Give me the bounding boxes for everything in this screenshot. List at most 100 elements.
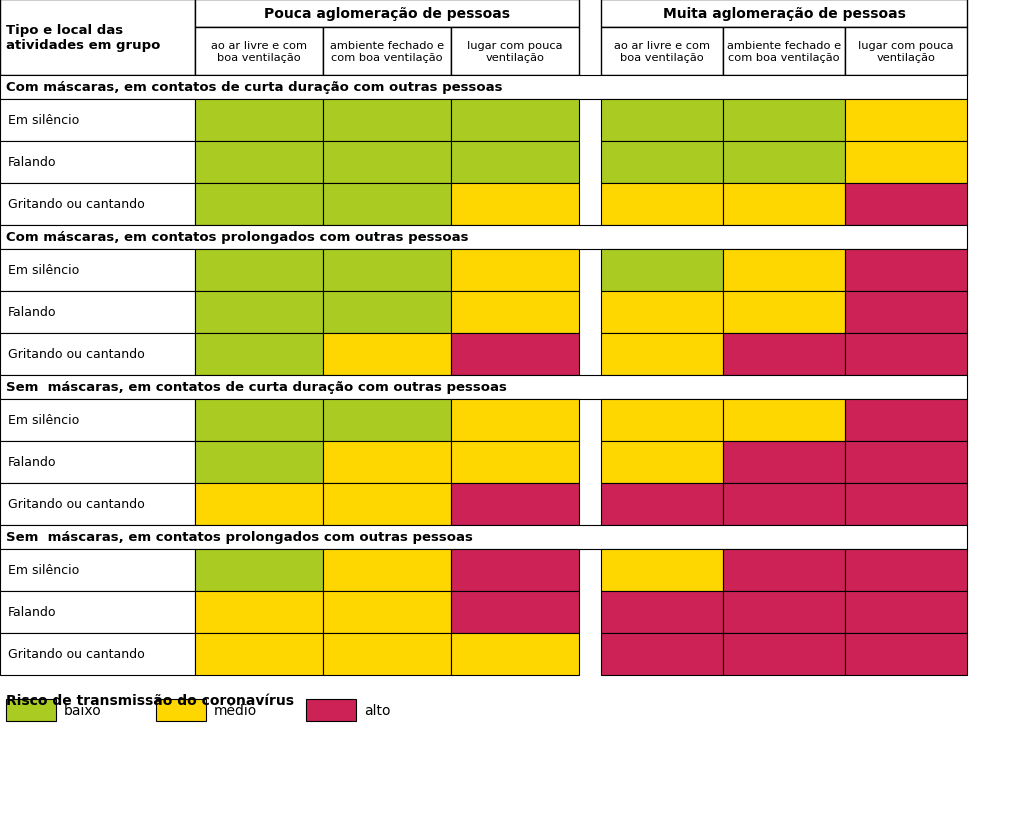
Bar (451, 333, 579, 376)
Bar (451, 633, 579, 675)
Bar (323, 400, 451, 441)
Bar (0, 100, 195, 142)
Bar (723, 441, 845, 483)
Bar (0, 591, 195, 633)
Bar (195, 0, 579, 28)
Bar (323, 183, 451, 226)
Text: Com máscaras, em contatos de curta duração com outras pessoas: Com máscaras, em contatos de curta duraç… (6, 81, 503, 94)
Bar (323, 633, 451, 675)
Bar (156, 699, 206, 721)
Bar (323, 333, 451, 376)
Bar (0, 441, 195, 483)
Bar (0, 400, 195, 441)
Bar (845, 250, 967, 292)
Bar (845, 142, 967, 183)
Bar (195, 441, 323, 483)
Bar (323, 483, 451, 525)
Text: Com máscaras, em contatos prolongados com outras pessoas: Com máscaras, em contatos prolongados co… (6, 231, 469, 244)
Bar (451, 28, 579, 76)
Bar (845, 591, 967, 633)
Bar (323, 441, 451, 483)
Bar (601, 400, 723, 441)
Bar (323, 250, 451, 292)
Bar (723, 250, 845, 292)
Text: Em silêncio: Em silêncio (8, 265, 79, 277)
Bar (601, 100, 723, 142)
Bar (723, 400, 845, 441)
Bar (451, 250, 579, 292)
Text: Em silêncio: Em silêncio (8, 414, 79, 427)
Bar (723, 591, 845, 633)
Bar (451, 142, 579, 183)
Bar (0, 525, 967, 550)
Bar (306, 699, 356, 721)
Bar (845, 400, 967, 441)
Text: Gritando ou cantando: Gritando ou cantando (8, 648, 144, 661)
Bar (323, 100, 451, 142)
Text: Gritando ou cantando: Gritando ou cantando (8, 198, 144, 211)
Bar (601, 142, 723, 183)
Bar (845, 441, 967, 483)
Bar (845, 633, 967, 675)
Bar (845, 292, 967, 333)
Bar (323, 591, 451, 633)
Bar (195, 591, 323, 633)
Text: Em silêncio: Em silêncio (8, 563, 79, 577)
Bar (0, 142, 195, 183)
Bar (723, 333, 845, 376)
Bar (845, 183, 967, 226)
Text: Gritando ou cantando: Gritando ou cantando (8, 498, 144, 511)
Bar (195, 483, 323, 525)
Text: Muita aglomeração de pessoas: Muita aglomeração de pessoas (663, 7, 905, 21)
Bar (0, 376, 967, 400)
Bar (195, 100, 323, 142)
Text: lugar com pouca
ventilação: lugar com pouca ventilação (858, 41, 953, 63)
Text: Falando: Falando (8, 156, 56, 170)
Bar (323, 28, 451, 76)
Bar (451, 183, 579, 226)
Text: Em silêncio: Em silêncio (8, 115, 79, 127)
Bar (723, 292, 845, 333)
Bar (195, 183, 323, 226)
Bar (0, 292, 195, 333)
Bar (601, 441, 723, 483)
Text: ambiente fechado e
com boa ventilação: ambiente fechado e com boa ventilação (727, 41, 841, 63)
Bar (845, 333, 967, 376)
Text: médio: médio (214, 704, 257, 717)
Bar (601, 292, 723, 333)
Bar (601, 250, 723, 292)
Bar (195, 292, 323, 333)
Text: Sem  máscaras, em contatos prolongados com outras pessoas: Sem máscaras, em contatos prolongados co… (6, 531, 473, 544)
Bar (601, 633, 723, 675)
Bar (323, 550, 451, 591)
Bar (451, 483, 579, 525)
Bar (845, 550, 967, 591)
Text: Pouca aglomeração de pessoas: Pouca aglomeração de pessoas (264, 7, 510, 21)
Bar (723, 483, 845, 525)
Bar (195, 250, 323, 292)
Bar (723, 633, 845, 675)
Bar (451, 441, 579, 483)
Bar (0, 333, 195, 376)
Bar (0, 76, 967, 100)
Text: Risco de transmissão do coronavírus: Risco de transmissão do coronavírus (6, 693, 294, 707)
Bar (195, 333, 323, 376)
Bar (601, 333, 723, 376)
Bar (6, 699, 56, 721)
Text: Falando: Falando (8, 606, 56, 618)
Bar (195, 142, 323, 183)
Bar (845, 28, 967, 76)
Bar (845, 100, 967, 142)
Bar (195, 28, 323, 76)
Bar (0, 633, 195, 675)
Text: ao ar livre e com
boa ventilação: ao ar livre e com boa ventilação (614, 41, 710, 63)
Text: ao ar livre e com
boa ventilação: ao ar livre e com boa ventilação (211, 41, 307, 63)
Bar (323, 292, 451, 333)
Bar (723, 550, 845, 591)
Bar (195, 633, 323, 675)
Text: lugar com pouca
ventilação: lugar com pouca ventilação (467, 41, 563, 63)
Bar (451, 292, 579, 333)
Bar (195, 550, 323, 591)
Text: Sem  máscaras, em contatos de curta duração com outras pessoas: Sem máscaras, em contatos de curta duraç… (6, 381, 507, 394)
Text: Falando: Falando (8, 456, 56, 469)
